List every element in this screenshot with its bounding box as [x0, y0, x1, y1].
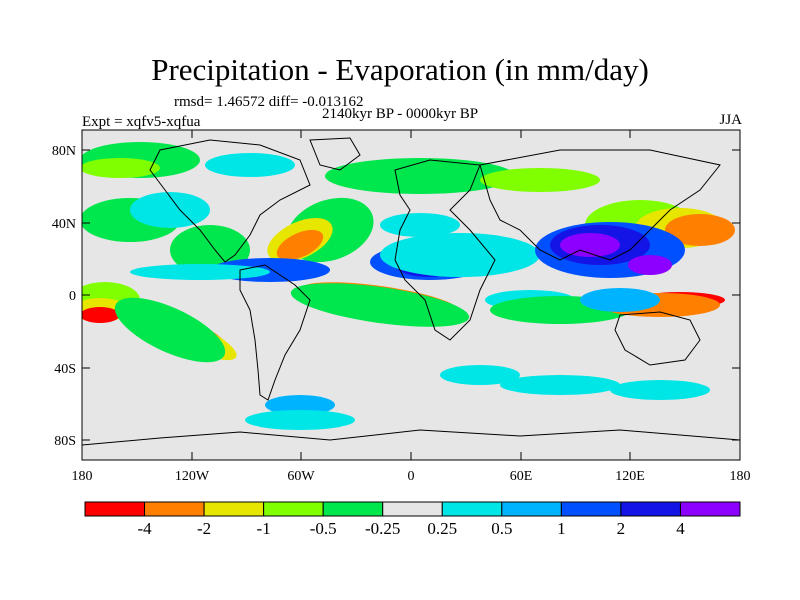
- colorbar-label: 2: [617, 519, 626, 538]
- sio-cyan-2: [500, 375, 620, 395]
- colorbar-swatch: [322, 501, 384, 517]
- atl-orange: [276, 229, 324, 261]
- colorbar-swatch: [441, 501, 503, 517]
- x-tick-label: 120E: [615, 469, 645, 484]
- eq-atl-green: [290, 283, 470, 327]
- coastlines: [82, 137, 740, 446]
- x-tick-label: 120W: [175, 469, 210, 484]
- y-tick-label: 0: [69, 289, 76, 304]
- canada-cyan: [205, 153, 295, 177]
- season-label: JJA: [719, 112, 742, 128]
- maritime-blue: [580, 288, 660, 312]
- colorbar: -4 -2 -1 -0.5 -0.25 0.25 0.5 1 2 4: [84, 501, 741, 538]
- colorbar-label: 0.5: [491, 519, 512, 538]
- colorbar-swatch: [560, 501, 622, 517]
- sio-cyan: [440, 365, 520, 385]
- y-tick-label: 40S: [54, 362, 76, 377]
- y-tick-label: 40N: [52, 217, 76, 232]
- experiment-label: Expt = xqfv5-xqfua: [82, 114, 201, 130]
- north-america-coast: [149, 139, 311, 263]
- x-tick-label: 180: [730, 469, 751, 484]
- colorbar-label: -2: [197, 519, 211, 538]
- australia-coast: [614, 311, 701, 366]
- south-america-coast: [239, 264, 311, 401]
- y-tick-label: 80N: [52, 144, 76, 159]
- colorbar-swatch: [263, 501, 324, 517]
- period-label: 2140kyr BP - 0000kyr BP: [322, 106, 479, 122]
- greenland-coast: [309, 137, 361, 171]
- colorbar-label: -0.5: [310, 519, 337, 538]
- colorbar-swatch: [679, 501, 741, 517]
- colorbar-swatch: [382, 501, 443, 517]
- axis-labels: 80N 40N 0 40S 80S 180 120W 60W 0 60E 120E 180: [52, 144, 751, 484]
- axis-ticks: [81, 130, 741, 460]
- colorbar-label: -0.25: [365, 519, 400, 538]
- sa-south-cyan: [245, 410, 355, 430]
- wp-purple: [628, 255, 672, 275]
- colorbar-label: -1: [257, 519, 271, 538]
- arctic-light-band: [82, 158, 160, 178]
- wpac-orange: [665, 214, 735, 246]
- colorbar-label: -4: [137, 519, 152, 538]
- asia-coast: [479, 149, 721, 261]
- colorbar-label: 4: [676, 519, 685, 538]
- x-tick-label: 60W: [287, 469, 315, 484]
- eurasia-green-band: [325, 158, 515, 194]
- stats-label: rmsd= 1.46572 diff= -0.013162: [174, 94, 364, 110]
- eq-pac-cyan: [130, 264, 270, 280]
- colorbar-swatch: [203, 501, 265, 517]
- colorbar-label: 1: [557, 519, 566, 538]
- siberia-light-band: [480, 168, 600, 192]
- colorbar-swatch: [144, 501, 205, 517]
- x-tick-label: 60E: [510, 469, 533, 484]
- spac-cyan-south: [610, 380, 710, 400]
- colorbar-swatch: [620, 501, 681, 517]
- map-field: [82, 130, 740, 460]
- colorbar-swatch: [84, 501, 146, 517]
- asia-purple: [560, 233, 620, 257]
- npac-cyan: [130, 192, 210, 228]
- anomaly-regions: [82, 142, 735, 430]
- colorbar-swatch: [501, 501, 562, 517]
- africa-cyan: [380, 233, 540, 277]
- sa-south-blue: [265, 395, 335, 415]
- chart-title: Precipitation - Evaporation (in mm/day): [151, 52, 649, 87]
- x-tick-label: 0: [408, 469, 415, 484]
- y-tick-label: 80S: [54, 434, 76, 449]
- x-tick-label: 180: [72, 469, 93, 484]
- europe-africa-coast: [394, 159, 496, 341]
- antarctica-coast: [82, 429, 740, 446]
- spac-red: [82, 307, 120, 323]
- colorbar-label: 0.25: [427, 519, 457, 538]
- spac-green: [114, 297, 226, 363]
